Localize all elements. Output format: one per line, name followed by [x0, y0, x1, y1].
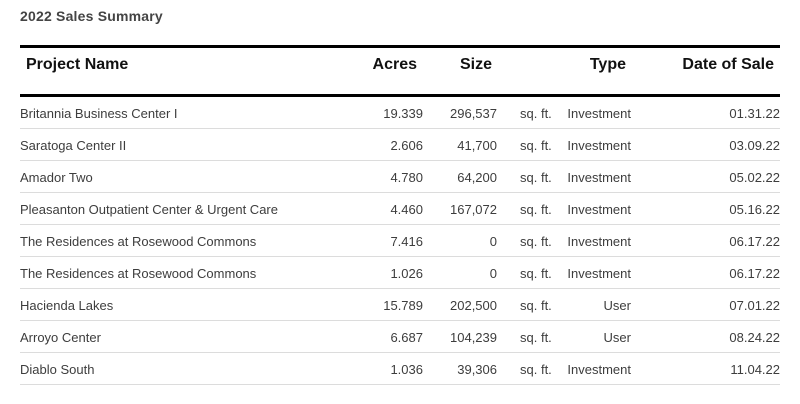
size-unit-cell: sq. ft.	[520, 202, 552, 217]
type-cell: Investment	[567, 138, 631, 153]
project-name-cell: Saratoga Center II	[20, 138, 127, 153]
project-name-cell: Pleasanton Outpatient Center & Urgent Ca…	[20, 202, 278, 217]
table-row: Saratoga Center II 2.606 41,700 sq. ft. Inve…	[20, 129, 780, 161]
table-row: Pleasanton Outpatient Center & Urgent Ca…	[20, 193, 780, 225]
table-row: Amador Two 4.780 64,200 sq. ft. Investment 05…	[20, 161, 780, 193]
type-cell: Investment	[567, 106, 631, 121]
project-name-cell: Arroyo Center	[20, 330, 101, 345]
date-of-sale-cell: 01.31.22	[729, 106, 780, 121]
size-cell: 296,537	[450, 106, 497, 121]
table-row: Arroyo Center 6.687 104,239 sq. ft. User 08.2…	[20, 321, 780, 353]
date-of-sale-cell: 06.17.22	[729, 234, 780, 249]
project-name-cell: Hacienda Lakes	[20, 298, 114, 313]
type-cell: User	[603, 330, 631, 345]
type-cell: Investment	[567, 202, 631, 217]
size-cell: 167,072	[450, 202, 497, 217]
acres-cell: 1.026	[390, 266, 423, 281]
size-cell: 202,500	[450, 298, 497, 313]
size-unit-cell: sq. ft.	[520, 138, 552, 153]
table-row: Britannia Business Center I 19.339 296,537…	[20, 97, 780, 129]
date-of-sale-cell: 03.09.22	[729, 138, 780, 153]
size-unit-cell: sq. ft.	[520, 106, 552, 121]
column-header-acres: Acres	[372, 56, 417, 73]
size-unit-cell: sq. ft.	[520, 330, 552, 345]
date-of-sale-cell: 08.24.22	[729, 330, 780, 345]
table-header: Project Name Acres Size Type Date of Sal…	[20, 48, 780, 97]
acres-cell: 4.460	[390, 202, 423, 217]
size-unit-cell: sq. ft.	[520, 170, 552, 185]
acres-cell: 4.780	[390, 170, 423, 185]
type-cell: User	[603, 298, 631, 313]
project-name-cell: Amador Two	[20, 170, 93, 185]
size-unit-cell: sq. ft.	[520, 362, 552, 377]
column-header-date-of-sale: Date of Sale	[682, 56, 774, 73]
column-header-project-name: Project Name	[26, 56, 129, 73]
size-cell: 39,306	[457, 362, 497, 377]
acres-cell: 7.416	[390, 234, 423, 249]
size-cell: 104,239	[450, 330, 497, 345]
size-cell: 0	[489, 266, 497, 281]
column-header-type: Type	[589, 56, 626, 73]
project-name-cell: The Residences at Rosewood Commons	[20, 266, 257, 281]
date-of-sale-cell: 05.02.22	[729, 170, 780, 185]
acres-cell: 1.036	[390, 362, 423, 377]
sales-summary-table: Project Name Acres Size Type Date of Sal…	[20, 45, 780, 385]
acres-cell: 19.339	[383, 106, 423, 121]
table-row: Hacienda Lakes 15.789 202,500 sq. ft. User 07…	[20, 289, 780, 321]
table-body: Britannia Business Center I 19.339 296,537…	[20, 97, 780, 385]
size-cell: 41,700	[457, 138, 497, 153]
project-name-cell: Britannia Business Center I	[20, 106, 178, 121]
date-of-sale-cell: 11.04.22	[730, 362, 780, 377]
size-unit-cell: sq. ft.	[520, 298, 552, 313]
column-header-size: Size	[459, 56, 492, 73]
type-cell: Investment	[567, 266, 631, 281]
date-of-sale-cell: 07.01.22	[729, 298, 780, 313]
acres-cell: 15.789	[383, 298, 423, 313]
date-of-sale-cell: 06.17.22	[729, 266, 780, 281]
acres-cell: 2.606	[390, 138, 423, 153]
date-of-sale-cell: 05.16.22	[729, 202, 780, 217]
size-unit-cell: sq. ft.	[520, 234, 552, 249]
type-cell: Investment	[567, 234, 631, 249]
size-unit-cell: sq. ft.	[520, 266, 552, 281]
page-title: 2022 Sales Summary	[20, 8, 163, 24]
table-row: The Residences at Rosewood Commons 1.026 0…	[20, 257, 780, 289]
acres-cell: 6.687	[390, 330, 423, 345]
size-cell: 64,200	[457, 170, 497, 185]
size-cell: 0	[489, 234, 497, 249]
table-row: The Residences at Rosewood Commons 7.416 0…	[20, 225, 780, 257]
type-cell: Investment	[567, 362, 631, 377]
table-top-rule	[20, 45, 780, 48]
project-name-cell: The Residences at Rosewood Commons	[20, 234, 257, 249]
project-name-cell: Diablo South	[20, 362, 95, 377]
type-cell: Investment	[567, 170, 631, 185]
table-row: Diablo South 1.036 39,306 sq. ft. Investment…	[20, 353, 780, 385]
